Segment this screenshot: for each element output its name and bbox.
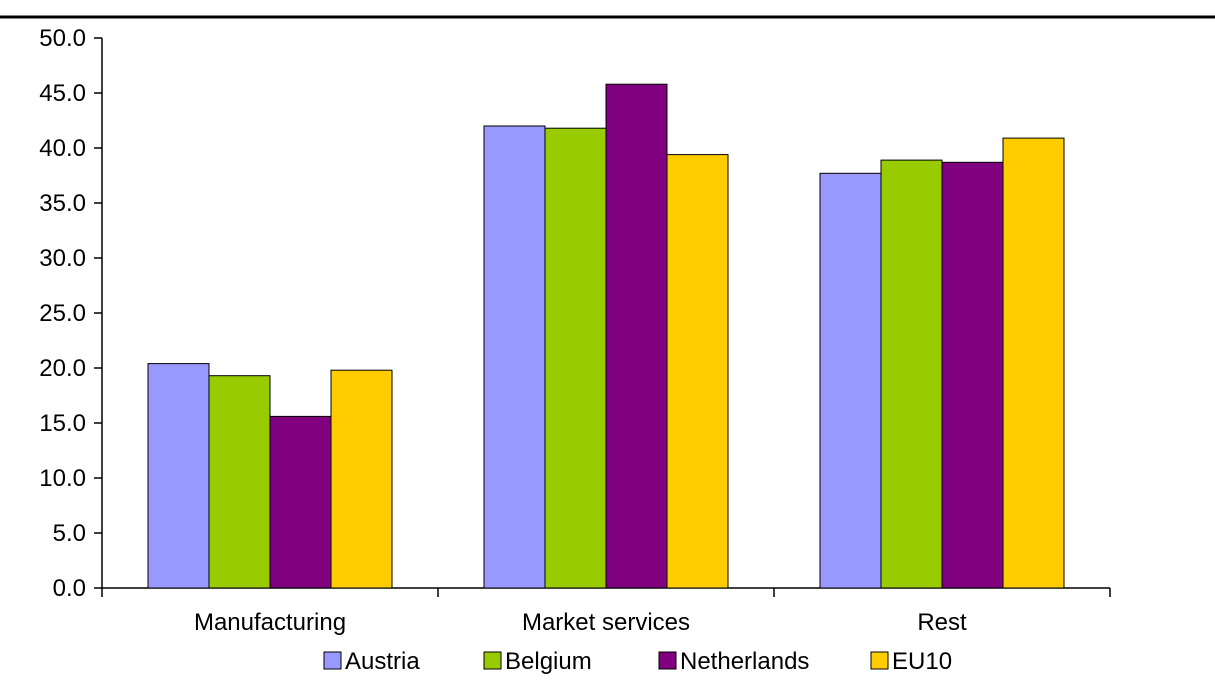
legend-swatch [483,651,502,670]
x-axis: Manufacturing Market services Rest [101,587,1111,636]
legend-label: EU10 [892,648,952,675]
bar-belgium [544,127,607,589]
y-tick-label: 0.0 [53,575,86,602]
legend: Austria Belgium Netherlands EU10 [323,648,952,675]
y-tick-label: 15.0 [39,410,86,437]
bar-netherlands [605,83,668,589]
legend-label: Austria [345,648,420,675]
bar-austria [819,172,882,589]
bar-eu10 [666,154,729,589]
y-tick-label: 30.0 [39,245,86,272]
x-tick-label: Manufacturing [194,609,346,636]
bar-austria [483,125,546,589]
legend-label: Netherlands [680,648,809,675]
x-tick-label: Market services [522,609,690,636]
y-tick-label: 25.0 [39,300,86,327]
y-tick-label: 40.0 [39,135,86,162]
y-tick-label: 10.0 [39,465,86,492]
legend-swatch [658,651,677,670]
bar-netherlands [941,161,1004,589]
bar-eu10 [1002,137,1065,589]
bar-austria [147,363,210,589]
y-tick-label: 5.0 [53,520,86,547]
bar-eu10 [330,369,393,589]
y-tick-label: 35.0 [39,190,86,217]
bar-netherlands [269,415,332,589]
bar-belgium [880,159,943,589]
bar-belgium [208,375,271,589]
legend-swatch [870,651,889,670]
bars-group [147,83,1065,589]
legend-swatch [323,651,342,670]
y-tick-label: 50.0 [39,25,86,52]
legend-label: Belgium [505,648,592,675]
y-tick-label: 20.0 [39,355,86,382]
x-tick-label: Rest [917,609,967,636]
y-tick-label: 45.0 [39,80,86,107]
y-axis: 0.0 5.0 10.0 15.0 20.0 25.0 30.0 35.0 40.0 45.0 50… [39,25,103,602]
